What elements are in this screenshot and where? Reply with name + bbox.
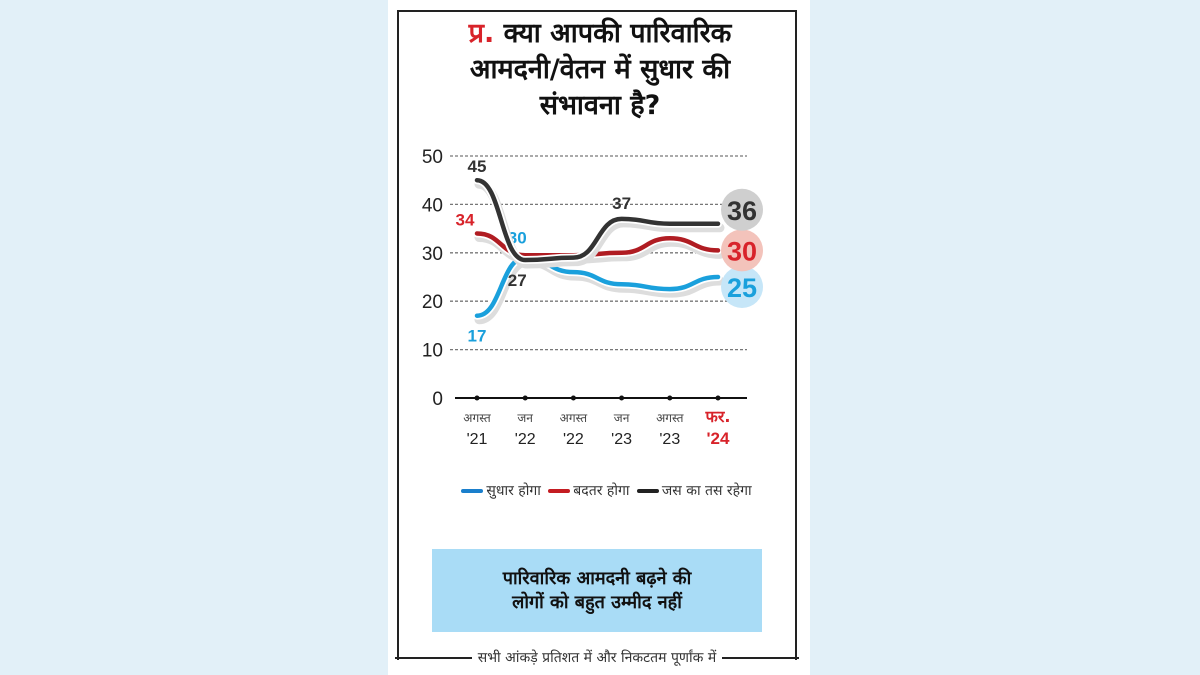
x-tick-label: अगस्त bbox=[560, 411, 589, 425]
frame-border bbox=[397, 10, 797, 660]
footer-note: सभी आंकड़े प्रतिशत में और निकटतम पूर्णां… bbox=[395, 648, 800, 667]
title-line-2: आमदनी/वेतन में सुधार की bbox=[469, 54, 731, 85]
x-tick-label-year: '23 bbox=[611, 431, 632, 448]
value-bubble bbox=[721, 266, 763, 308]
x-tick-label-year: '22 bbox=[515, 431, 536, 448]
question-prefix: प्र. bbox=[468, 18, 495, 49]
value-bubble bbox=[721, 188, 763, 231]
y-tick-label: 40 bbox=[422, 195, 443, 216]
footer-text: सभी आंकड़े प्रतिशत में और निकटतम पूर्णां… bbox=[477, 650, 717, 666]
x-tick-label: जन bbox=[517, 411, 533, 425]
x-tick-mark bbox=[474, 395, 480, 401]
chart-title: प्र. क्या आपकी पारिवारिक आमदनी/वेतन में … bbox=[400, 16, 800, 124]
x-tick-label-year: '24 bbox=[707, 429, 730, 448]
x-tick-label-year: '23 bbox=[659, 431, 680, 448]
legend-swatch-same bbox=[636, 489, 659, 493]
data-label: 37 bbox=[612, 194, 631, 213]
legend-swatch-worse bbox=[548, 489, 571, 493]
legend-item-improve: सुधार होगा bbox=[486, 483, 541, 499]
x-tick-label: अगस्त bbox=[463, 411, 492, 425]
legend-item-same: जस का तस रहेगा bbox=[661, 483, 752, 499]
data-label: 34 bbox=[456, 210, 475, 229]
legend: सुधार होगा बदतर होगा जस का तस रहेगा bbox=[440, 478, 770, 504]
x-tick-label: जन bbox=[614, 411, 630, 425]
footer-rule-right bbox=[722, 656, 800, 659]
y-tick-label: 0 bbox=[432, 389, 443, 410]
legend-item-worse: बदतर होगा bbox=[573, 483, 630, 499]
x-tick-label-year: '21 bbox=[467, 431, 488, 448]
footer-rule-left bbox=[395, 656, 472, 659]
y-tick-label: 30 bbox=[422, 244, 443, 265]
series-line-1 bbox=[474, 255, 721, 318]
data-label: 27 bbox=[508, 271, 527, 290]
data-label: 17 bbox=[468, 327, 487, 346]
x-tick-mark bbox=[522, 395, 528, 401]
x-tick-mark bbox=[570, 395, 576, 401]
data-label: 36 bbox=[727, 196, 757, 226]
data-label: 30 bbox=[727, 236, 757, 266]
data-label: 45 bbox=[468, 157, 487, 176]
banner-line-1: पारिवारिक आमदनी बढ़ने की bbox=[502, 567, 692, 589]
summary-banner: पारिवारिक आमदनी बढ़ने की लोगों को बहुत उम… bbox=[432, 549, 762, 632]
x-tick-mark bbox=[619, 395, 625, 401]
x-tick-mark bbox=[715, 395, 721, 401]
title-line-1: क्या आपकी पारिवारिक bbox=[503, 18, 732, 49]
legend-swatch-improve bbox=[461, 489, 484, 493]
y-tick-label: 20 bbox=[422, 292, 443, 313]
y-tick-label: 10 bbox=[422, 341, 443, 362]
x-tick-label-year: '22 bbox=[563, 431, 584, 448]
banner-line-2: लोगों को बहुत उम्मीद नहीं bbox=[512, 591, 682, 613]
value-bubble bbox=[721, 229, 763, 272]
x-tick-label: फर. bbox=[705, 407, 731, 426]
y-tick-label: 50 bbox=[422, 147, 443, 168]
line-chart: 0 10 20 30 40 50 अगस्त '21 जन '22 अगस्त '22 जन '23 अगस… bbox=[422, 147, 763, 448]
data-label: 25 bbox=[727, 273, 757, 303]
x-tick-mark bbox=[667, 395, 673, 401]
x-tick-label: अगस्त bbox=[656, 411, 685, 425]
title-line-3: संभावना है? bbox=[539, 90, 661, 121]
